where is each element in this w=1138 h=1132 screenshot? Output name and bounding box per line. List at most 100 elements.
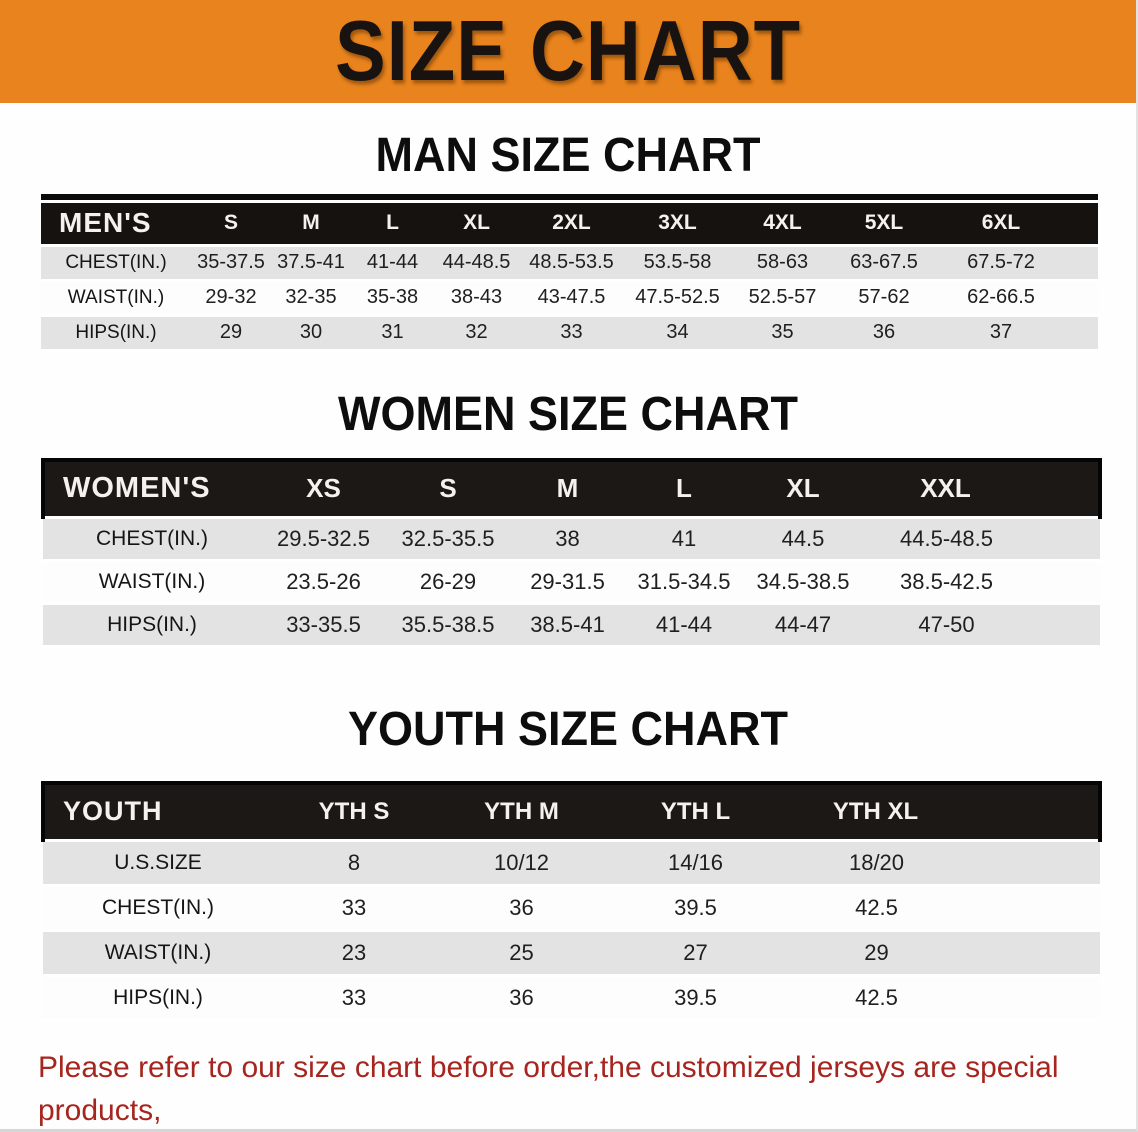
size-value-cell: 44.5 bbox=[743, 517, 863, 562]
size-value-cell: 23 bbox=[273, 930, 435, 977]
table-group-label: YOUTH bbox=[41, 781, 273, 842]
size-value-cell: 48.5-53.5 bbox=[519, 245, 624, 282]
size-value-cell: 43-47.5 bbox=[519, 280, 624, 317]
column-header: XL bbox=[743, 457, 863, 519]
size-value-cell: 41 bbox=[625, 517, 743, 562]
size-value-cell: 57-62 bbox=[834, 280, 934, 317]
size-value-cell: 47-50 bbox=[863, 603, 1100, 648]
table-row: WAIST(IN.) 23.5-26 26-29 29-31.5 31.5-34.5 34… bbox=[43, 560, 1100, 605]
column-header: YTH XL bbox=[783, 781, 1102, 842]
column-header: 2XL bbox=[519, 203, 624, 247]
size-value-cell: 29-31.5 bbox=[510, 560, 625, 605]
column-header: XL bbox=[434, 203, 519, 247]
size-value-cell: 18/20 bbox=[783, 840, 1100, 887]
banner-title: SIZE CHART bbox=[335, 3, 801, 100]
column-header: XS bbox=[261, 457, 386, 519]
table-row: CHEST(IN.) 35-37.5 37.5-41 41-44 44-48.5 48.5… bbox=[41, 245, 1098, 282]
size-value-cell: 33 bbox=[519, 315, 624, 352]
size-value-cell: 34.5-38.5 bbox=[743, 560, 863, 605]
size-value-cell: 35-38 bbox=[351, 280, 434, 317]
size-value-cell: 29 bbox=[191, 315, 271, 352]
size-value-cell: 36 bbox=[435, 885, 608, 932]
size-value-cell: 8 bbox=[273, 840, 435, 887]
size-value-cell: 32.5-35.5 bbox=[386, 517, 510, 562]
size-value-cell: 36 bbox=[435, 975, 608, 1022]
column-header: M bbox=[271, 203, 351, 247]
size-value-cell: 42.5 bbox=[783, 975, 1100, 1022]
column-header: 3XL bbox=[624, 203, 731, 247]
size-value-cell: 44.5-48.5 bbox=[863, 517, 1100, 562]
size-value-cell: 34 bbox=[624, 315, 731, 352]
size-value-cell: 26-29 bbox=[386, 560, 510, 605]
size-value-cell: 42.5 bbox=[783, 885, 1100, 932]
youth-size-table: YOUTH YTH S YTH M YTH L YTH XL U.S.SIZE 8 10/12… bbox=[41, 781, 1102, 1022]
column-header: M bbox=[510, 457, 625, 519]
size-value-cell: 37 bbox=[934, 315, 1098, 352]
size-value-cell: 67.5-72 bbox=[934, 245, 1098, 282]
size-value-cell: 14/16 bbox=[608, 840, 783, 887]
size-value-cell: 53.5-58 bbox=[624, 245, 731, 282]
size-value-cell: 38.5-41 bbox=[510, 603, 625, 648]
size-value-cell: 29 bbox=[783, 930, 1100, 977]
size-value-cell: 52.5-57 bbox=[731, 280, 834, 317]
size-value-cell: 31.5-34.5 bbox=[625, 560, 743, 605]
size-value-cell: 38.5-42.5 bbox=[863, 560, 1100, 605]
size-value-cell: 41-44 bbox=[625, 603, 743, 648]
row-label: HIPS(IN.) bbox=[43, 975, 273, 1022]
row-label: CHEST(IN.) bbox=[43, 885, 273, 932]
size-value-cell: 38-43 bbox=[434, 280, 519, 317]
size-value-cell: 47.5-52.5 bbox=[624, 280, 731, 317]
size-value-cell: 32-35 bbox=[271, 280, 351, 317]
size-value-cell: 41-44 bbox=[351, 245, 434, 282]
column-header: YTH S bbox=[273, 781, 435, 842]
size-value-cell: 58-63 bbox=[731, 245, 834, 282]
size-value-cell: 35.5-38.5 bbox=[386, 603, 510, 648]
row-label: HIPS(IN.) bbox=[43, 603, 261, 648]
size-section-women: WOMEN SIZE CHART WOMEN'S XS S M L XL XXL CHEST(I… bbox=[0, 385, 1136, 648]
size-value-cell: 10/12 bbox=[435, 840, 608, 887]
header-row: WOMEN'S XS S M L XL XXL bbox=[41, 457, 1102, 519]
column-header: XXL bbox=[863, 457, 1102, 519]
section-title-women: WOMEN SIZE CHART bbox=[338, 385, 798, 441]
size-value-cell: 27 bbox=[608, 930, 783, 977]
size-value-cell: 33 bbox=[273, 885, 435, 932]
table-row: U.S.SIZE 8 10/12 14/16 18/20 bbox=[43, 840, 1100, 887]
size-value-cell: 37.5-41 bbox=[271, 245, 351, 282]
table-row: WAIST(IN.) 29-32 32-35 35-38 38-43 43-47.5 47.… bbox=[41, 280, 1098, 317]
footnote: Please refer to our size chart before or… bbox=[38, 1046, 1136, 1130]
footnote-line-1: Please refer to our size chart before or… bbox=[38, 1050, 1059, 1127]
table-row: CHEST(IN.) 29.5-32.5 32.5-35.5 38 41 44.5 44.5… bbox=[43, 517, 1100, 562]
size-section-men: MAN SIZE CHART MEN'S S M L XL 2XL 3XL 4XL 5XL 6XL C… bbox=[0, 126, 1136, 352]
size-value-cell: 35-37.5 bbox=[191, 245, 271, 282]
size-value-cell: 29-32 bbox=[191, 280, 271, 317]
size-value-cell: 33-35.5 bbox=[261, 603, 386, 648]
size-value-cell: 23.5-26 bbox=[261, 560, 386, 605]
banner: SIZE CHART bbox=[0, 0, 1136, 103]
column-header: S bbox=[191, 203, 271, 247]
column-header: 4XL bbox=[731, 203, 834, 247]
size-value-cell: 39.5 bbox=[608, 975, 783, 1022]
column-header: YTH L bbox=[608, 781, 783, 842]
table-row: HIPS(IN.) 33 36 39.5 42.5 bbox=[43, 975, 1100, 1022]
size-value-cell: 63-67.5 bbox=[834, 245, 934, 282]
size-value-cell: 25 bbox=[435, 930, 608, 977]
header-row: YOUTH YTH S YTH M YTH L YTH XL bbox=[41, 781, 1102, 842]
size-value-cell: 33 bbox=[273, 975, 435, 1022]
size-value-cell: 35 bbox=[731, 315, 834, 352]
size-value-cell: 29.5-32.5 bbox=[261, 517, 386, 562]
women-size-table: WOMEN'S XS S M L XL XXL CHEST(IN.) 29.5-32.5 32.5… bbox=[41, 457, 1102, 648]
column-header: YTH M bbox=[435, 781, 608, 842]
size-value-cell: 38 bbox=[510, 517, 625, 562]
size-value-cell: 44-47 bbox=[743, 603, 863, 648]
section-title-men: MAN SIZE CHART bbox=[375, 126, 761, 182]
table-row: HIPS(IN.) 29 30 31 32 33 34 35 36 37 bbox=[41, 315, 1098, 352]
size-value-cell: 31 bbox=[351, 315, 434, 352]
row-label: WAIST(IN.) bbox=[41, 280, 191, 317]
row-label: HIPS(IN.) bbox=[41, 315, 191, 352]
table-group-label: MEN'S bbox=[41, 203, 191, 247]
column-header: L bbox=[625, 457, 743, 519]
men-size-table: MEN'S S M L XL 2XL 3XL 4XL 5XL 6XL CHEST(IN.) 35-37… bbox=[41, 194, 1098, 352]
column-header: 6XL bbox=[934, 203, 1098, 247]
column-header: L bbox=[351, 203, 434, 247]
